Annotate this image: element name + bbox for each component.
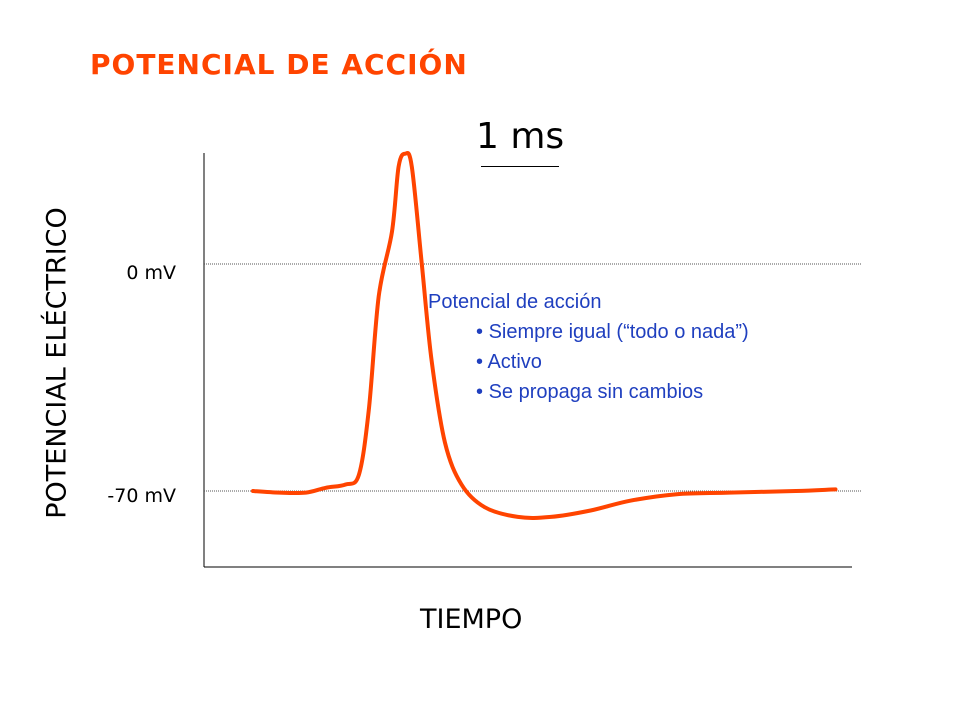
annotation-bullet: Activo	[476, 347, 749, 377]
annotation-heading: Potencial de acción	[428, 291, 602, 313]
tick-label-0mv: 0 mV	[126, 262, 176, 284]
tick-label-minus70mv: -70 mV	[107, 485, 176, 507]
annotation-box: Potencial de acción Siempre igual (“todo…	[428, 287, 749, 407]
chart-title: POTENCIAL DE ACCIÓN	[90, 48, 468, 81]
scale-bar-label: 1 ms	[476, 116, 565, 157]
annotation-bullet: Se propaga sin cambios	[476, 377, 749, 407]
scale-bar	[481, 166, 559, 167]
annotation-list: Siempre igual (“todo o nada”) Activo Se …	[428, 317, 749, 407]
annotation-bullet: Siempre igual (“todo o nada”)	[476, 317, 749, 347]
x-axis-title: TIEMPO	[420, 604, 523, 635]
action-potential-trace	[251, 150, 838, 520]
